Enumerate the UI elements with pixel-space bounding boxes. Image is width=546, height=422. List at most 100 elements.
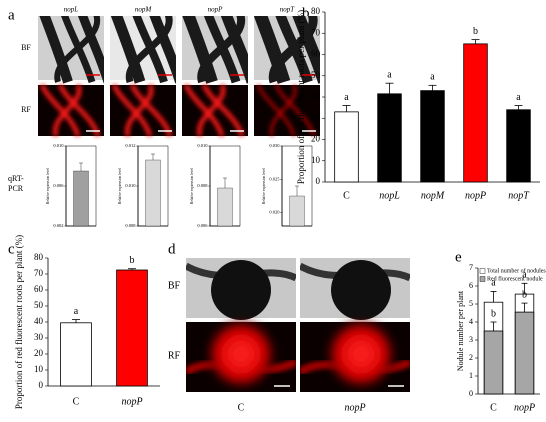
x-tick-label: C: [343, 190, 350, 201]
y-axis-label: Nodule number per plant: [456, 290, 465, 371]
root: [254, 16, 291, 84]
y-tick-label: 50: [34, 300, 44, 310]
bar: [73, 170, 89, 227]
panel-label: b: [302, 5, 310, 21]
y-tick-label: 80: [34, 252, 44, 262]
y-tick-label: 30: [311, 112, 321, 122]
y-tick-label: 50: [311, 70, 321, 80]
y-axis-label: Relative expression level: [46, 168, 50, 204]
significance-letter: a: [516, 92, 521, 103]
x-tick-label: C: [73, 396, 80, 407]
significance-letter: a: [387, 69, 392, 80]
significance-letter: a: [491, 278, 496, 289]
y-tick-label: 40: [34, 316, 44, 326]
panel-label: a: [8, 7, 15, 23]
red-root: [183, 83, 225, 137]
x-tick-label: nopT: [508, 190, 530, 201]
x-tick-label: C: [490, 402, 497, 413]
y-axis-label: Relative expression level: [190, 168, 194, 204]
x-tick-label: nopP: [465, 190, 486, 201]
error-bar: [521, 302, 528, 313]
nodule: [331, 260, 391, 320]
y-tick-label: 0.002: [53, 223, 63, 228]
y-tick-label: 0.010: [53, 143, 64, 148]
panel-label: c: [8, 241, 15, 257]
red-root: [256, 84, 296, 137]
error-bar: [471, 39, 480, 44]
x-tick-label: nopP: [514, 402, 535, 413]
y-tick-label: 4: [469, 317, 473, 326]
y-tick-label: 2: [469, 353, 473, 362]
y-tick-label: 5: [469, 299, 473, 308]
red-root: [269, 84, 297, 137]
root: [292, 16, 320, 84]
root: [54, 16, 101, 83]
y-tick-label: 0: [39, 380, 44, 390]
error-bar: [151, 153, 155, 160]
error-bar: [385, 82, 394, 94]
red-root: [52, 83, 82, 137]
bar: [506, 109, 531, 183]
error-bar: [490, 290, 497, 303]
y-tick-label: 1: [469, 371, 473, 380]
significance-letter: a: [522, 270, 527, 281]
y-tick-label: 20: [34, 348, 44, 358]
root: [39, 16, 73, 84]
y-tick-label: 0.020: [269, 210, 280, 215]
red-root: [196, 83, 226, 137]
y-tick-label: 70: [34, 268, 44, 278]
bar: [116, 269, 148, 387]
row-label: RF: [21, 105, 31, 114]
y-axis-label: Relative expression level: [262, 168, 266, 204]
significance-letter: b: [473, 26, 478, 37]
x-tick-label: nopL: [379, 190, 400, 201]
gene-label: nopL: [64, 6, 79, 14]
y-tick-label: 0.030: [269, 143, 280, 148]
y-tick-label: 7: [469, 263, 473, 272]
image-group: [300, 258, 410, 392]
legend-label: Total number of nodules: [487, 267, 546, 274]
panel-label: d: [168, 241, 176, 257]
y-tick-label: 40: [311, 91, 321, 101]
y-tick-label: 20: [311, 134, 321, 144]
root: [149, 16, 176, 84]
panel-label: e: [455, 249, 462, 265]
error-bar: [521, 282, 528, 295]
y-tick-label: 80: [311, 6, 321, 16]
x-tick-label: nopP: [121, 396, 142, 407]
significance-letter: a: [430, 72, 435, 83]
y-tick-label: 0.008: [197, 183, 208, 188]
error-bar: [428, 84, 437, 91]
column-label: C: [238, 402, 245, 413]
y-tick-label: 60: [311, 49, 321, 59]
significance-letter: b: [130, 255, 135, 266]
gene-label: nopM: [135, 6, 153, 14]
gene-label: nopP: [208, 6, 224, 14]
y-tick-label: 0.025: [269, 176, 280, 181]
bar: [289, 195, 305, 227]
red-nodule: [209, 322, 273, 386]
red-root: [124, 83, 154, 137]
y-tick-label: 0.010: [125, 183, 136, 188]
legend-swatch: [479, 268, 486, 274]
significance-letter: b: [522, 289, 527, 300]
bar: [463, 43, 488, 183]
legend-swatch: [479, 276, 486, 282]
row-label: RF: [168, 350, 181, 361]
y-tick-label: 10: [311, 155, 321, 165]
nodule: [211, 260, 271, 320]
bar: [145, 159, 161, 227]
significance-letter: a: [74, 306, 79, 317]
root: [220, 16, 248, 84]
y-tick-label: 30: [34, 332, 44, 342]
y-tick-label: 60: [34, 284, 44, 294]
column-label: nopP: [344, 402, 365, 413]
error-bar: [514, 105, 523, 110]
root: [125, 16, 173, 84]
significance-letter: a: [344, 92, 349, 103]
y-tick-label: 10: [34, 364, 44, 374]
red-nodule: [329, 322, 393, 386]
root: [268, 16, 318, 84]
error-bar: [342, 105, 351, 112]
